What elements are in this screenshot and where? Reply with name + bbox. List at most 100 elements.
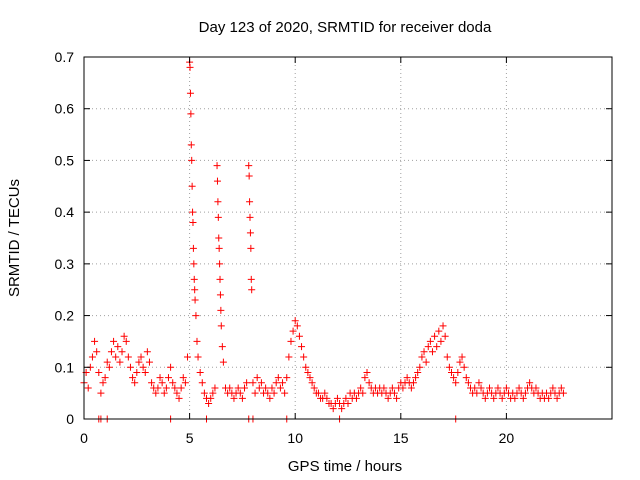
data-point [189, 244, 197, 252]
data-point [118, 348, 126, 356]
data-point [186, 89, 194, 97]
data-point [217, 322, 225, 330]
data-point [359, 389, 367, 397]
data-point [306, 374, 314, 382]
data-point [189, 208, 197, 216]
chart-title: Day 123 of 2020, SRMTID for receiver dod… [199, 19, 492, 36]
data-point [486, 384, 494, 392]
data-point [190, 260, 198, 268]
data-point [124, 353, 132, 361]
data-point [193, 337, 201, 345]
data-point [435, 327, 443, 335]
y-tick-label: 0.1 [55, 359, 75, 375]
data-point [152, 389, 160, 397]
data-point [281, 389, 289, 397]
data-point [462, 374, 470, 382]
grid-lines [84, 57, 612, 419]
data-point [289, 327, 297, 335]
data-point [361, 374, 369, 382]
axis-ticks: 0 5 10 15 20 0 0.1 0.2 0.3 0.4 0.5 0.6 0.7 [55, 49, 612, 446]
data-point [274, 374, 282, 382]
data-point [143, 348, 151, 356]
data-point [412, 374, 420, 382]
data-point [272, 379, 280, 387]
x-tick-label: 0 [80, 430, 88, 446]
data-point [171, 384, 179, 392]
data-point [129, 374, 137, 382]
data-point [399, 384, 407, 392]
data-point [443, 353, 451, 361]
data-point [246, 229, 254, 237]
data-point [97, 389, 105, 397]
y-tick-label: 0.5 [55, 152, 75, 168]
data-point [245, 162, 253, 170]
data-point [141, 368, 149, 376]
data-point [447, 368, 455, 376]
data-point [216, 291, 224, 299]
data-point [323, 394, 331, 402]
data-point [243, 379, 251, 387]
data-point [135, 358, 143, 366]
data-point [308, 379, 316, 387]
data-point [205, 399, 213, 407]
data-point [236, 389, 244, 397]
data-point [445, 363, 453, 371]
data-point [196, 368, 204, 376]
data-point [268, 384, 276, 392]
data-point [88, 353, 96, 361]
data-point [454, 368, 462, 376]
data-point [384, 394, 392, 402]
data-point [226, 384, 234, 392]
data-point [437, 337, 445, 345]
data-point [169, 379, 177, 387]
data-point [333, 394, 341, 402]
data-point [310, 384, 318, 392]
data-point [464, 379, 472, 387]
data-point [388, 384, 396, 392]
data-point [107, 348, 115, 356]
data-point [390, 389, 398, 397]
data-point [211, 384, 219, 392]
data-point [321, 389, 329, 397]
data-point [207, 394, 215, 402]
data-point [521, 389, 529, 397]
data-point [213, 177, 221, 185]
x-tick-label: 10 [287, 430, 303, 446]
data-point [519, 394, 527, 402]
data-point [215, 234, 223, 242]
data-point [209, 389, 217, 397]
data-point [145, 358, 153, 366]
data-point [114, 343, 122, 351]
data-point [414, 368, 422, 376]
data-point [148, 379, 156, 387]
data-point [238, 394, 246, 402]
data-point [266, 394, 274, 402]
data-point [246, 198, 254, 206]
data-point [219, 358, 227, 366]
data-point [91, 337, 99, 345]
data-point [407, 384, 415, 392]
data-point [191, 296, 199, 304]
data-point [433, 343, 441, 351]
data-point [248, 286, 256, 294]
data-point [439, 322, 447, 330]
data-point [471, 384, 479, 392]
data-point [424, 343, 432, 351]
data-point [230, 394, 238, 402]
data-point [187, 141, 195, 149]
data-point [181, 379, 189, 387]
data-point [186, 63, 194, 71]
data-point [285, 353, 293, 361]
data-point [200, 389, 208, 397]
data-point [177, 384, 185, 392]
x-tick-label: 5 [186, 430, 194, 446]
data-point [253, 374, 261, 382]
data-point [218, 343, 226, 351]
data-point [95, 368, 103, 376]
data-point [352, 394, 360, 402]
data-point [545, 394, 553, 402]
data-point [120, 332, 128, 340]
data-marks [80, 58, 567, 423]
data-point [420, 348, 428, 356]
x-tick-label: 15 [393, 430, 409, 446]
